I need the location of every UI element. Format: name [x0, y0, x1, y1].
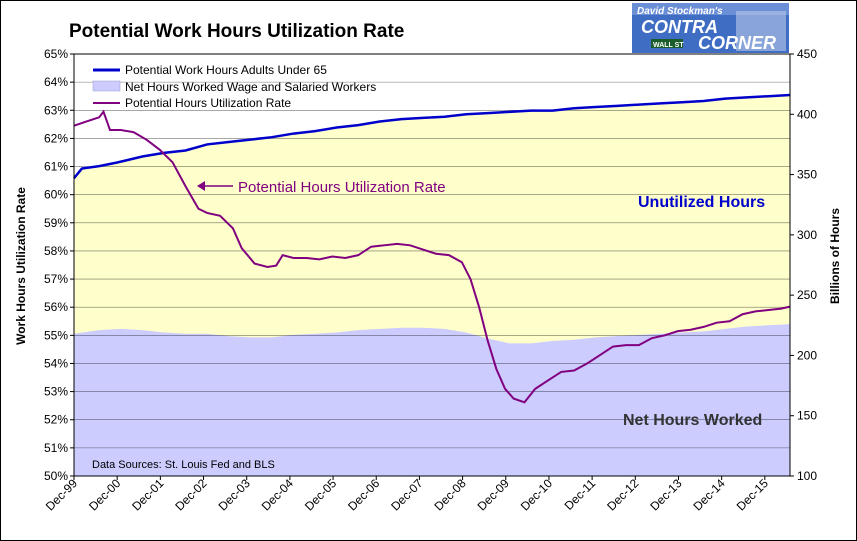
contra-corner-logo: David Stockman's CONTRA CORNER WALL ST [632, 3, 789, 53]
left-tick-label: 61% [44, 160, 68, 174]
left-tick-label: 57% [44, 272, 68, 286]
left-tick-label: 52% [44, 413, 68, 427]
right-tick-label: 150 [797, 409, 817, 423]
left-tick-label: 58% [44, 244, 68, 258]
x-tick-label: Dec-03 [216, 476, 253, 513]
x-tick-label: Dec-07 [388, 476, 425, 513]
legend: Potential Work Hours Adults Under 65 Net… [92, 63, 376, 110]
right-tick-label: 300 [797, 228, 817, 242]
left-tick-label: 59% [44, 216, 68, 230]
logo-street-sign: WALL ST [653, 42, 684, 49]
x-tick-label: Dec-01 [129, 476, 166, 513]
x-tick-label: Dec-11 [562, 476, 599, 513]
right-tick-label: 400 [797, 107, 817, 121]
x-tick-label: Dec-02 [172, 476, 209, 513]
x-tick-label: Dec-12 [604, 476, 641, 513]
x-tick-label: Dec-15 [734, 476, 771, 513]
annotation-arrow-head [197, 181, 205, 191]
x-tick-label: Dec-14 [691, 476, 728, 513]
annotation-unutilized-hours: Unutilized Hours [638, 194, 765, 211]
right-tick-label: 350 [797, 168, 817, 182]
x-tick-label: Dec-08 [431, 476, 468, 513]
x-tick-label: Dec-06 [345, 476, 382, 513]
series-line-potential-hours [73, 93, 791, 179]
legend-label-utilization-rate: Potential Hours Utilization Rate [125, 96, 291, 110]
data-source-note: Data Sources: St. Louis Fed and BLS [92, 459, 275, 471]
left-tick-label: 51% [44, 441, 68, 455]
legend-label-net-hours: Net Hours Worked Wage and Salaried Worke… [125, 80, 376, 94]
right-axis-title: Billions of Hours [828, 208, 842, 304]
left-tick-label: 55% [44, 328, 68, 342]
x-tick-label: Dec-10 [518, 476, 555, 513]
chart-title: Potential Work Hours Utilization Rate [69, 21, 404, 42]
series-line-utilization-rate [73, 109, 791, 404]
x-tick-label: Dec-04 [259, 476, 296, 513]
right-tick-label: 450 [797, 47, 817, 61]
logo-line-1: David Stockman's [637, 6, 723, 17]
right-tick-label: 200 [797, 348, 817, 362]
series-annotation: Potential Hours Utilization Rate [197, 179, 446, 196]
left-tick-label: 63% [44, 103, 68, 117]
left-tick-label: 64% [44, 75, 68, 89]
logo-line-2: CONTRA [641, 17, 718, 37]
left-tick-label: 50% [44, 469, 68, 483]
left-tick-label: 56% [44, 300, 68, 314]
legend-swatch-net-hours [92, 80, 121, 92]
x-tick-label: Dec-09 [475, 476, 512, 513]
annotation-utilization-rate: Potential Hours Utilization Rate [238, 179, 446, 196]
left-tick-label: 65% [44, 47, 68, 61]
right-tick-label: 100 [797, 469, 817, 483]
plot-area [73, 53, 791, 477]
left-tick-label: 62% [44, 131, 68, 145]
x-tick-label: Dec-13 [647, 476, 684, 513]
left-tick-label: 60% [44, 188, 68, 202]
x-tick-label: Dec-05 [302, 476, 339, 513]
x-tick-label: Dec-00 [86, 476, 123, 513]
annotation-net-hours-worked: Net Hours Worked [623, 412, 762, 429]
plot-border [73, 53, 791, 477]
left-tick-label: 53% [44, 385, 68, 399]
left-axis-title: Work Hours Utilization Rate [14, 187, 28, 345]
right-tick-label: 250 [797, 288, 817, 302]
net-hours-worked-area [74, 324, 790, 476]
logo-line-3: CORNER [698, 33, 776, 53]
legend-label-potential-hours: Potential Work Hours Adults Under 65 [125, 63, 327, 77]
left-tick-label: 54% [44, 356, 68, 370]
